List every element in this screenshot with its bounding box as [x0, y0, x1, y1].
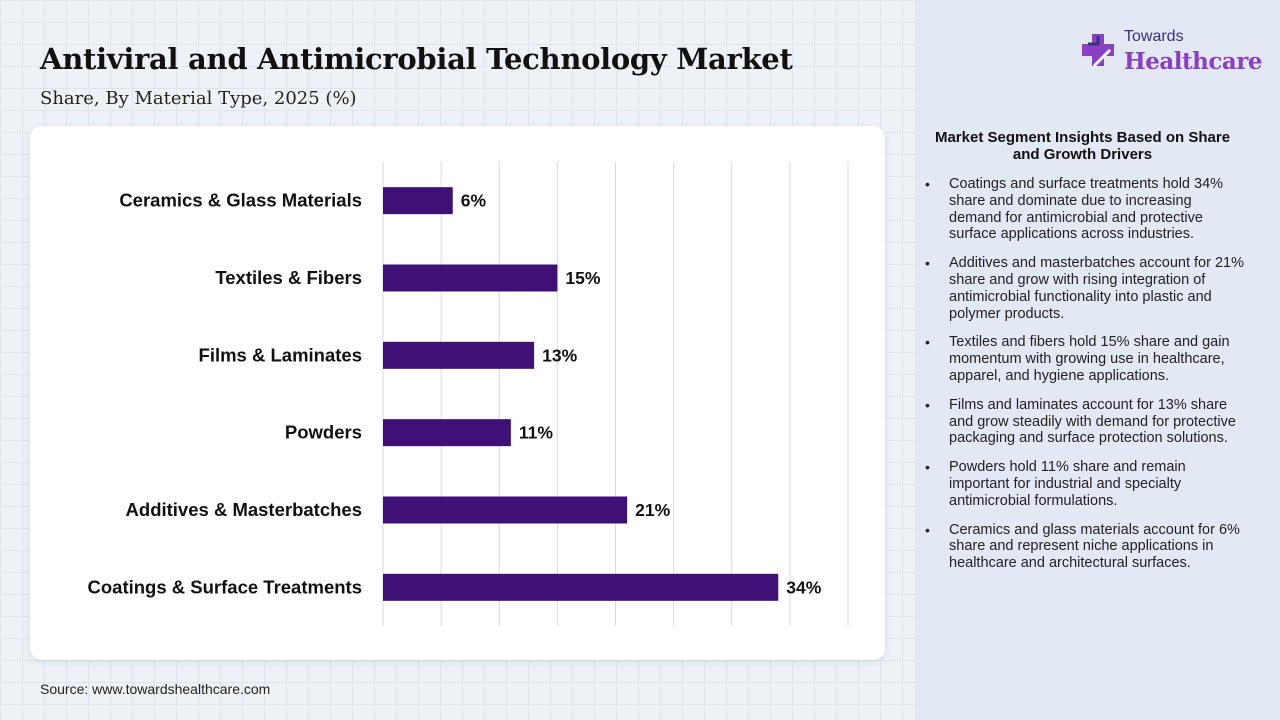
chart-gridlines: [382, 162, 849, 626]
data-label: 13%: [542, 345, 577, 365]
category-label: Films & Laminates: [199, 344, 362, 365]
category-label: Ceramics & Glass Materials: [119, 190, 362, 211]
chart-bars: [383, 187, 779, 601]
insight-text: Coatings and surface treatments hold 34%…: [949, 176, 1224, 243]
insight-text: Textiles and fibers hold 15% share and g…: [949, 334, 1230, 384]
insights-heading: Market Segment Insights Based on Share a…: [934, 129, 1231, 163]
category-label: Additives & Masterbatches: [126, 499, 362, 520]
page-subtitle: Share, By Material Type, 2025 (%): [40, 88, 357, 109]
category-labels: Ceramics & Glass Materials Textiles & Fib…: [88, 190, 363, 598]
data-label: 21%: [635, 500, 670, 520]
bar: [383, 419, 511, 447]
data-label: 6%: [461, 191, 487, 211]
category-label: Coatings & Surface Treatments: [88, 576, 363, 597]
insight-item: • Ceramics and glass materials account fo…: [925, 522, 1245, 572]
chart-card: Ceramics & Glass Materials Textiles & Fib…: [30, 126, 885, 660]
insight-text: Ceramics and glass materials account for…: [949, 521, 1240, 572]
insight-text: Additives and masterbatches account for …: [949, 255, 1244, 322]
insight-text: Powders hold 11% share and remain import…: [949, 459, 1186, 509]
insights-panel: [915, 0, 1280, 720]
data-label: 11%: [519, 423, 553, 443]
page-title: Antiviral and Antimicrobial Technology M…: [40, 42, 793, 76]
medical-cross-icon: [1082, 34, 1114, 68]
bar: [383, 573, 779, 601]
bullet-icon: •: [925, 459, 930, 476]
bullet-icon: •: [925, 176, 930, 192]
bullet-icon: •: [925, 396, 930, 413]
category-label: Textiles & Fibers: [215, 267, 362, 288]
insights-list: • Coatings and surface treatments hold 34…: [925, 176, 1245, 584]
bar: [383, 496, 628, 524]
bullet-icon: •: [925, 334, 930, 351]
bar: [383, 341, 535, 369]
data-label: 34%: [786, 577, 821, 597]
bullet-icon: •: [925, 255, 930, 272]
insight-item: • Coatings and surface treatments hold 34…: [925, 176, 1245, 243]
bar: [383, 264, 558, 292]
bar: [383, 187, 453, 215]
logo-text-towards: Towards: [1124, 28, 1184, 45]
insight-item: • Additives and masterbatches account for…: [925, 255, 1245, 322]
source-note: Source: www.towardshealthcare.com: [40, 681, 271, 697]
brand-logo: Towards Healthcare: [1080, 28, 1270, 78]
data-label: 15%: [565, 268, 600, 288]
insight-item: • Films and laminates account for 13% sha…: [925, 397, 1245, 447]
insight-text: Films and laminates account for 13% shar…: [949, 396, 1236, 447]
bullet-icon: •: [925, 521, 930, 538]
logo-text-healthcare: Healthcare: [1124, 48, 1263, 75]
insight-item: • Textiles and fibers hold 15% share and …: [925, 334, 1245, 384]
data-labels: 6% 15% 13% 11% 21% 34%: [461, 191, 822, 598]
category-label: Powders: [285, 422, 362, 443]
bar-chart: Ceramics & Glass Materials Textiles & Fib…: [88, 162, 849, 626]
insight-item: • Powders hold 11% share and remain impor…: [925, 459, 1245, 509]
